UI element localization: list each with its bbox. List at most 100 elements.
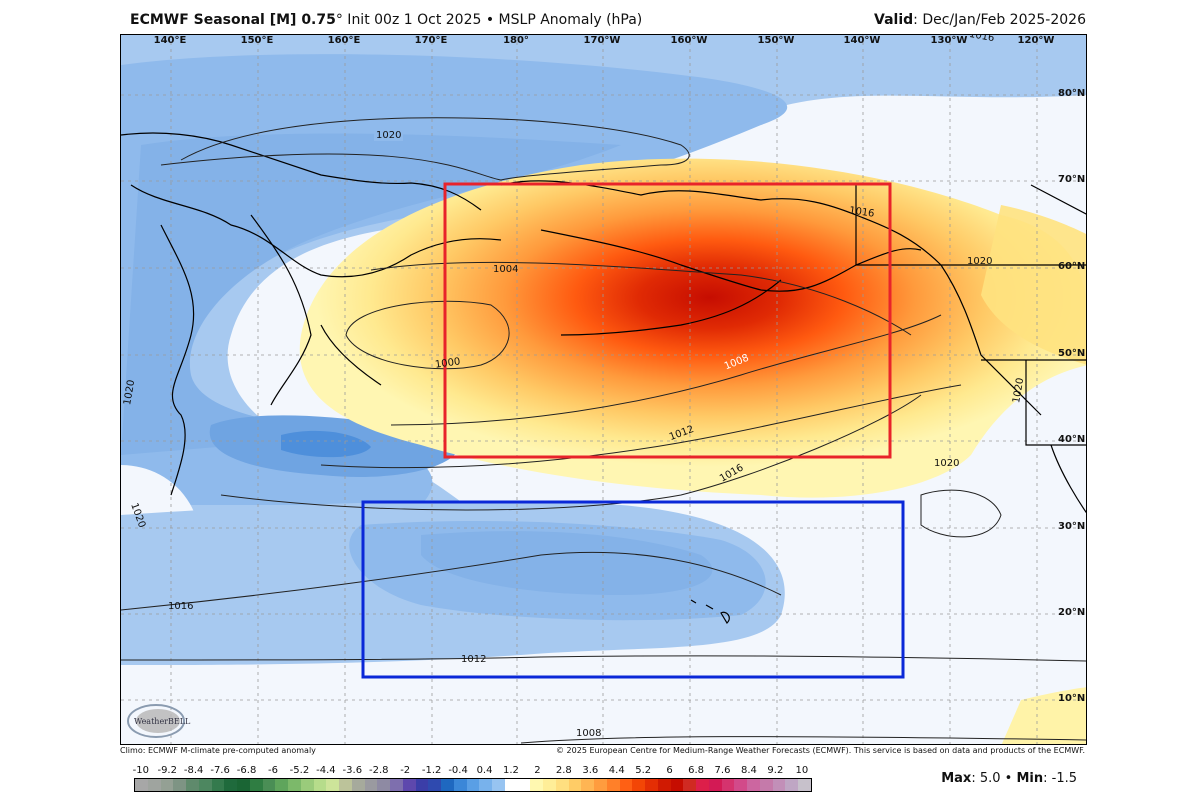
- lat-label-80n: 80°N: [1058, 88, 1086, 99]
- lon-label-160w: 160°W: [670, 35, 708, 46]
- cbar-tick: -8.4: [183, 765, 204, 776]
- colorbar-swatch: [785, 779, 798, 791]
- colorbar-swatch: [377, 779, 390, 791]
- colorbar-swatch: [772, 779, 786, 791]
- colorbar-swatch: [594, 779, 607, 791]
- map-canvas: [121, 35, 1086, 744]
- cbar-tick: -10: [132, 765, 149, 776]
- colorbar-swatch: [606, 779, 620, 791]
- colorbar-swatch: [186, 779, 199, 791]
- model-name: ECMWF Seasonal [M] 0.75: [130, 12, 336, 28]
- climo-note: Climo: ECMWF M-climate pre-computed anom…: [120, 746, 316, 755]
- cbar-tick: -2.8: [368, 765, 389, 776]
- min-value: : -1.5: [1043, 771, 1077, 786]
- max-label: Max: [941, 771, 972, 786]
- cbar-tick: 1.2: [503, 765, 519, 776]
- colorbar-swatch: [351, 779, 365, 791]
- colorbar-swatch: [645, 779, 658, 791]
- blue-analysis-box: [361, 500, 905, 679]
- colorbar-swatch: [402, 779, 416, 791]
- colorbar-swatch: [415, 779, 429, 791]
- colorbar-swatch: [708, 779, 722, 791]
- colorbar-swatch: [466, 779, 480, 791]
- lon-label-180: 180°: [503, 35, 529, 46]
- colorbar-swatch: [504, 779, 518, 791]
- valid-label: Valid: [874, 12, 914, 28]
- weatherbell-logo: WeatherBELL: [127, 704, 191, 738]
- colorbar-swatch: [555, 779, 569, 791]
- min-label: Min: [1016, 771, 1044, 786]
- lat-label-20n: 20°N: [1058, 607, 1086, 618]
- colorbar-tick-labels: -10 -9.2 -8.4 -7.6 -6.8 -6 -5.2 -4.4 -3.…: [132, 765, 812, 777]
- colorbar-swatch: [670, 779, 684, 791]
- cbar-tick: 7.6: [714, 765, 731, 776]
- cbar-tick: 6.8: [688, 765, 704, 776]
- colorbar-swatch: [632, 779, 645, 791]
- colorbar-swatch: [734, 779, 747, 791]
- cbar-tick: 9.2: [767, 765, 784, 776]
- colorbar-swatch: [326, 779, 339, 791]
- max-min-summary: Max: 5.0 • Min: -1.5: [941, 771, 1077, 786]
- colorbar-swatch: [160, 779, 174, 791]
- degree-symbol: °: [335, 12, 343, 28]
- colorbar-swatch: [339, 779, 352, 791]
- lat-label-40n: 40°N: [1058, 434, 1086, 445]
- colorbar-swatch: [479, 779, 492, 791]
- colorbar-swatch: [249, 779, 263, 791]
- colorbar-swatch: [428, 779, 441, 791]
- lon-label-170w: 170°W: [583, 35, 621, 46]
- valid-period: Valid: Dec/Jan/Feb 2025-2026: [874, 12, 1086, 28]
- colorbar-swatch: [262, 779, 276, 791]
- colorbar-swatch: [275, 779, 288, 791]
- contour-label-1020-canada: 1020: [967, 256, 993, 267]
- colorbar-swatch: [313, 779, 327, 791]
- colorbar-swatch: [390, 779, 403, 791]
- colorbar-swatch: [657, 779, 671, 791]
- colorbar-swatch: [300, 779, 314, 791]
- contour-label-1020-north: 1020: [374, 130, 404, 141]
- cbar-tick: -9.2: [157, 765, 177, 776]
- lon-label-140e: 140°E: [153, 35, 187, 46]
- colorbar-swatch: [798, 779, 811, 791]
- colorbar-swatch: [135, 779, 148, 791]
- cbar-tick: -6.8: [236, 765, 257, 776]
- colorbar-swatch: [530, 779, 543, 791]
- cbar-tick: 3.6: [582, 765, 599, 776]
- colorbar-swatch: [696, 779, 709, 791]
- contour-label-1008-south: 1008: [576, 728, 602, 739]
- colorbar-swatch: [747, 779, 760, 791]
- colorbar-swatch: [568, 779, 582, 791]
- red-analysis-box: [443, 182, 892, 459]
- lat-label-30n: 30°N: [1058, 521, 1086, 532]
- colorbar-swatch: [441, 779, 454, 791]
- colorbar-swatch: [198, 779, 212, 791]
- colorbar-swatch: [364, 779, 378, 791]
- cbar-tick: -1.2: [421, 765, 442, 776]
- cbar-tick: 6: [666, 765, 673, 776]
- cbar-tick: 10: [795, 765, 809, 776]
- colorbar-swatch: [237, 779, 250, 791]
- logo-text: WeatherBELL: [134, 717, 191, 726]
- copyright-note: © 2025 European Centre for Medium-Range …: [556, 746, 1085, 755]
- colorbar-swatch: [453, 779, 467, 791]
- colorbar-swatch: [581, 779, 594, 791]
- cbar-tick: 5.2: [635, 765, 652, 776]
- cbar-tick: -4.4: [316, 765, 336, 776]
- cbar-tick: -0.4: [448, 765, 468, 776]
- cbar-tick: -5.2: [289, 765, 310, 776]
- contour-label-1004: 1004: [493, 264, 519, 275]
- colorbar-swatch: [721, 779, 735, 791]
- colorbar-swatch: [173, 779, 186, 791]
- cbar-tick: 2.8: [555, 765, 572, 776]
- contour-label-1016-west: 1016: [168, 601, 194, 612]
- mslp-anomaly-map[interactable]: 1020 1004 1000 1008 1012 1016 1020 1016 …: [120, 34, 1087, 745]
- contour-label-1020-east: 1020: [934, 458, 960, 469]
- colorbar-swatch: [288, 779, 301, 791]
- init-info: Init 00z 1 Oct 2025 • MSLP Anomaly (hPa): [342, 12, 643, 28]
- lon-label-150w: 150°W: [757, 35, 795, 46]
- cbar-tick: -7.6: [210, 765, 230, 776]
- colorbar: [134, 778, 812, 792]
- colorbar-swatch: [619, 779, 633, 791]
- colorbar-swatch: [492, 779, 505, 791]
- contour-label-1012-south: 1012: [461, 654, 487, 665]
